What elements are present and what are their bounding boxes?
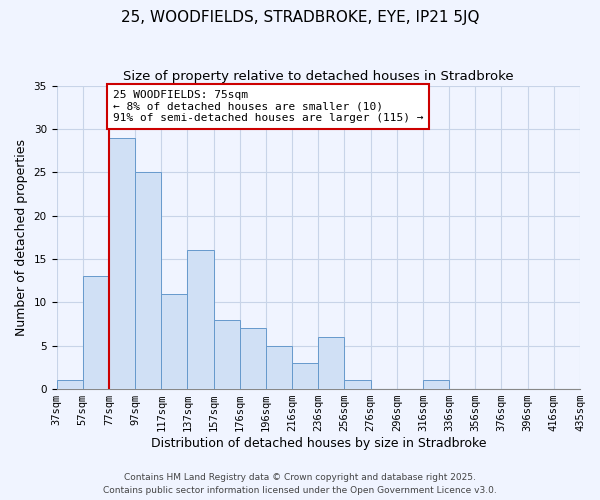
Text: 25 WOODFIELDS: 75sqm
← 8% of detached houses are smaller (10)
91% of semi-detach: 25 WOODFIELDS: 75sqm ← 8% of detached ho… [113, 90, 424, 123]
Bar [109, 138, 135, 389]
Bar [83, 276, 109, 389]
Bar [135, 172, 161, 389]
Bar [292, 363, 318, 389]
X-axis label: Distribution of detached houses by size in Stradbroke: Distribution of detached houses by size … [151, 437, 486, 450]
Y-axis label: Number of detached properties: Number of detached properties [15, 139, 28, 336]
Bar [187, 250, 214, 389]
Bar [318, 337, 344, 389]
Title: Size of property relative to detached houses in Stradbroke: Size of property relative to detached ho… [123, 70, 514, 83]
Bar [344, 380, 371, 389]
Bar [161, 294, 187, 389]
Bar [423, 380, 449, 389]
Bar [214, 320, 240, 389]
Bar [266, 346, 292, 389]
Bar [240, 328, 266, 389]
Text: 25, WOODFIELDS, STRADBROKE, EYE, IP21 5JQ: 25, WOODFIELDS, STRADBROKE, EYE, IP21 5J… [121, 10, 479, 25]
Bar [56, 380, 83, 389]
Text: Contains HM Land Registry data © Crown copyright and database right 2025.
Contai: Contains HM Land Registry data © Crown c… [103, 474, 497, 495]
